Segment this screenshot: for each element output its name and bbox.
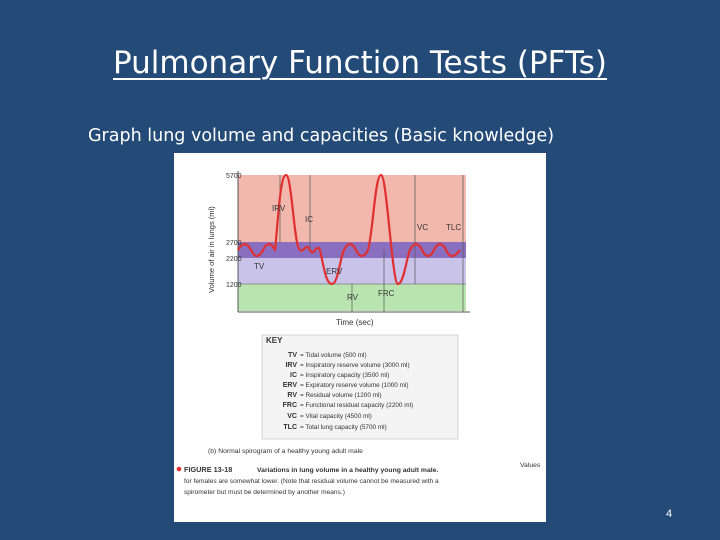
key-abbr-frc: FRC <box>283 402 297 409</box>
spirogram-svg: 5700 2700 2200 1200 Volume of air in lun… <box>176 171 541 496</box>
label-rv: RV <box>347 293 359 302</box>
key-desc-irv: = Inspiratory reserve volume (3000 ml) <box>300 362 410 369</box>
key-abbr-tlc: TLC <box>283 424 297 431</box>
key-abbr-irv: IRV <box>285 362 297 369</box>
key-abbr-erv: ERV <box>283 382 298 389</box>
x-axis-label: Time (sec) <box>336 318 374 327</box>
y-tick-5700: 5700 <box>226 173 242 180</box>
y-axis-label: Volume of air in lungs (ml) <box>207 206 216 293</box>
spirogram-figure: 5700 2700 2200 1200 Volume of air in lun… <box>174 153 546 522</box>
figure-text-2: for females are somewhat lower. (Note th… <box>184 478 439 485</box>
key-desc-tlc: = Total lung capacity (5700 ml) <box>300 424 387 431</box>
key-abbr-vc: VC <box>287 413 297 420</box>
key-desc-ic: = Inspiratory capacity (3500 ml) <box>300 372 389 379</box>
y-tick-1200: 1200 <box>226 282 242 289</box>
figure-title: Variations in lung volume in a healthy y… <box>257 467 438 474</box>
figure-text-1: Values <box>520 462 541 469</box>
label-vc: VC <box>417 223 428 232</box>
caption-b: (b) Normal spirogram of a healthy young … <box>208 448 363 455</box>
label-tv: TV <box>254 262 265 271</box>
key-title: KEY <box>266 336 283 345</box>
y-tick-2700: 2700 <box>226 240 242 247</box>
key-desc-erv: = Expiratory reserve volume (1000 ml) <box>300 382 409 389</box>
slide-subtitle: Graph lung volume and capacities (Basic … <box>88 126 555 146</box>
slide-title: Pulmonary Function Tests (PFTs) <box>112 45 608 81</box>
key-desc-frc: = Functional residual capacity (2200 ml) <box>300 402 413 409</box>
key-abbr-ic: IC <box>290 372 297 379</box>
page-number: 4 <box>666 508 673 520</box>
y-tick-2200: 2200 <box>226 256 242 263</box>
figure-bullet-icon <box>176 466 182 472</box>
figure-label: FIGURE 13-18 <box>184 465 232 474</box>
key-desc-rv: = Residual volume (1200 ml) <box>300 392 382 399</box>
spirogram-trace <box>237 173 461 286</box>
key-abbr-tv: TV <box>288 352 297 359</box>
key-abbr-rv: RV <box>287 392 297 399</box>
label-erv: ERV <box>326 267 343 276</box>
key-desc-vc: = Vital capacity (4500 ml) <box>300 413 372 420</box>
label-irv: IRV <box>272 204 286 213</box>
figure-text-3: spirometer but must be determined by ano… <box>184 489 345 496</box>
label-tlc: TLC <box>446 223 461 232</box>
key-desc-tv: = Tidal volume (500 ml) <box>300 352 367 359</box>
key-box <box>261 334 459 440</box>
label-ic: IC <box>305 215 313 224</box>
erv-zone <box>238 258 466 284</box>
label-frc: FRC <box>378 289 395 298</box>
